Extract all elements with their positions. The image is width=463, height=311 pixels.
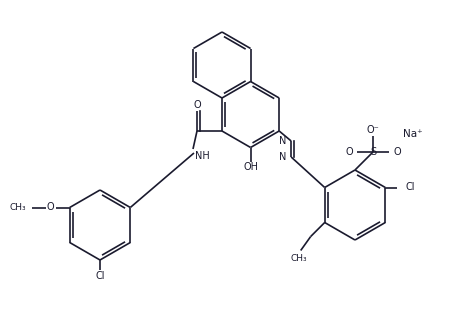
Text: N: N — [279, 136, 286, 146]
Text: O: O — [345, 147, 353, 157]
Text: CH₃: CH₃ — [290, 254, 307, 263]
Text: NH: NH — [195, 151, 210, 161]
Text: OH: OH — [243, 163, 258, 173]
Text: O⁻: O⁻ — [367, 125, 379, 135]
Text: S: S — [370, 147, 376, 157]
Text: Na⁺: Na⁺ — [403, 129, 423, 139]
Text: O: O — [193, 100, 201, 110]
Text: Cl: Cl — [405, 183, 415, 193]
Text: Cl: Cl — [95, 271, 105, 281]
Text: N: N — [279, 152, 286, 162]
Text: O: O — [393, 147, 401, 157]
Text: CH₃: CH₃ — [9, 203, 25, 212]
Text: O: O — [47, 202, 55, 212]
